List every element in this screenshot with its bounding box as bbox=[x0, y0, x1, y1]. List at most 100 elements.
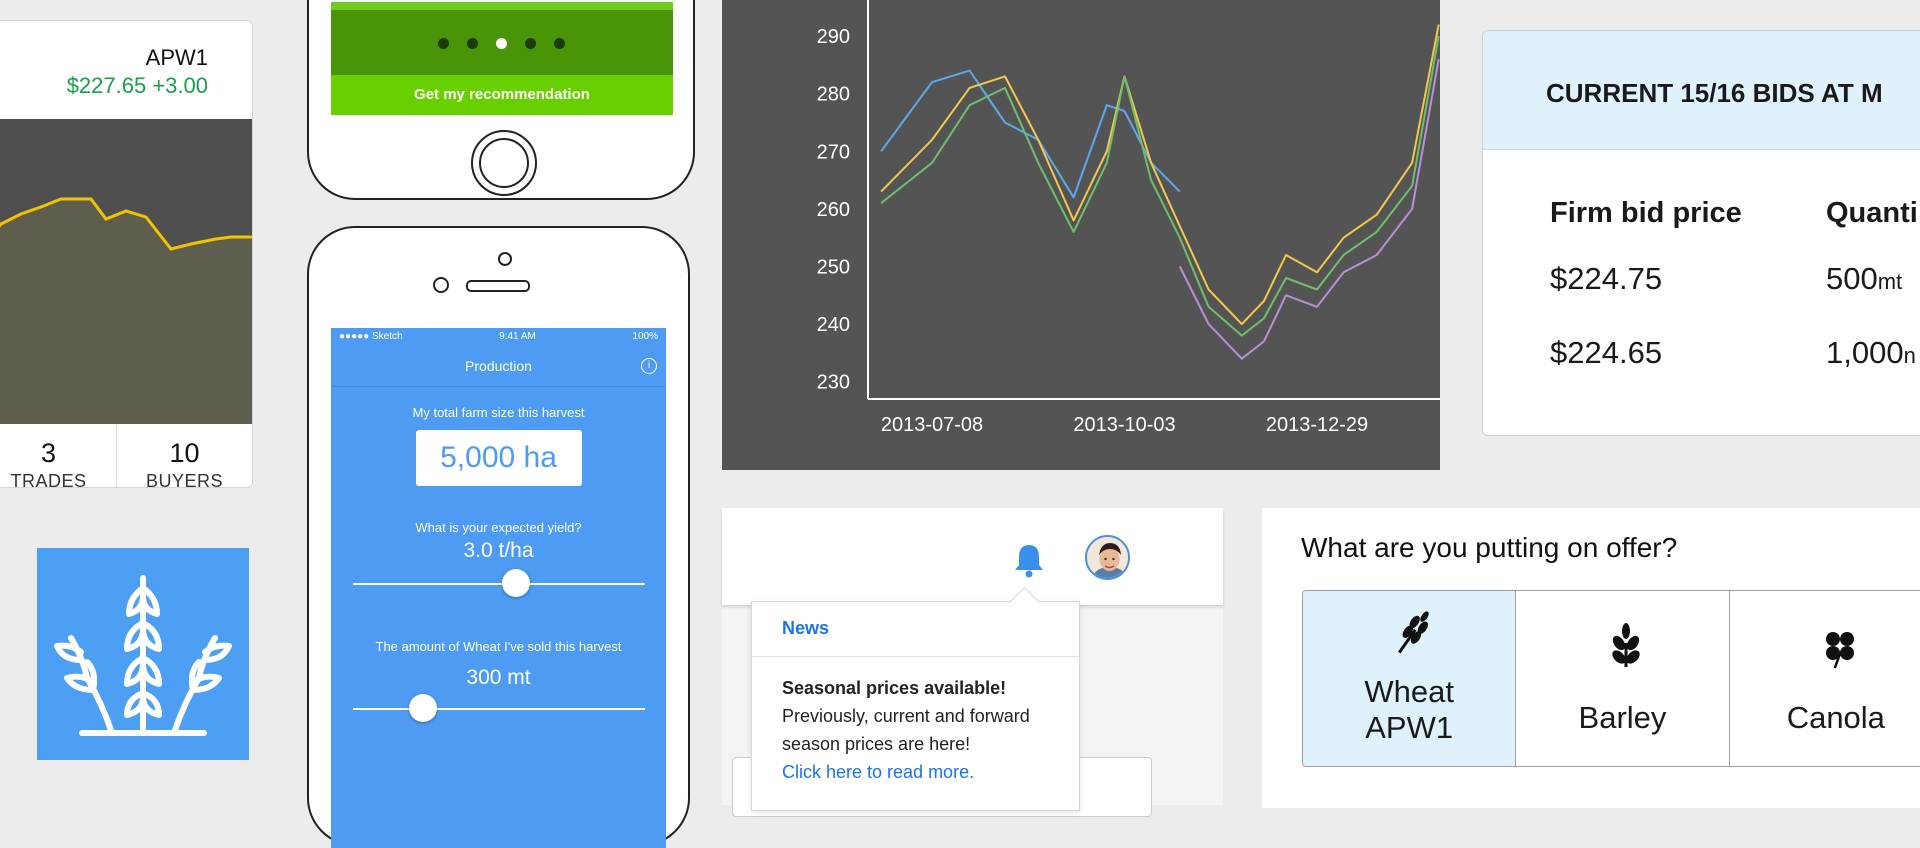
sparkline-line bbox=[0, 197, 252, 251]
home-button[interactable] bbox=[471, 130, 537, 196]
page-indicator[interactable] bbox=[309, 36, 693, 54]
nav-title: Production bbox=[465, 358, 532, 374]
proximity-sensor bbox=[433, 277, 449, 293]
wheat-app-tile[interactable] bbox=[37, 548, 249, 760]
y-tick-label: 260 bbox=[817, 199, 850, 221]
sold-slider[interactable] bbox=[352, 694, 645, 724]
series-line-3 bbox=[880, 35, 1440, 337]
farm-size-input[interactable]: 5,000 ha bbox=[415, 430, 582, 486]
y-tick-label: 270 bbox=[817, 141, 850, 163]
front-camera bbox=[498, 252, 512, 266]
commodity-symbol: APW1 bbox=[145, 45, 208, 70]
bell-glyph bbox=[1015, 545, 1043, 578]
info-icon[interactable]: i bbox=[641, 358, 657, 374]
wheat-icon bbox=[54, 575, 232, 736]
nav-bar: Production i bbox=[331, 346, 666, 387]
canola-flower-icon bbox=[1825, 632, 1854, 669]
y-tick-label: 290 bbox=[817, 26, 850, 48]
yield-slider[interactable] bbox=[352, 569, 645, 599]
screen-strip bbox=[331, 2, 673, 12]
news-text: Previously, current and forward season p… bbox=[782, 706, 1030, 754]
sold-slider-track[interactable] bbox=[352, 708, 645, 710]
status-time: 9:41 AM bbox=[499, 331, 536, 342]
bid-qty-1: 500mt bbox=[1826, 261, 1902, 297]
bids-header: CURRENT 15/16 BIDS AT M bbox=[1483, 31, 1920, 150]
battery-level: 100% bbox=[632, 331, 658, 342]
price-card: APW1 $227.65 +3.00 3 TRADES 10 BUYERS bbox=[0, 20, 253, 488]
sold-label: The amount of Wheat I've sold this harve… bbox=[375, 639, 622, 654]
yield-slider-knob[interactable] bbox=[502, 569, 531, 597]
y-tick-label: 240 bbox=[817, 314, 850, 336]
y-tick-label: 250 bbox=[817, 257, 850, 279]
buyers-stat: 10 BUYERS bbox=[117, 424, 252, 488]
option-wheat-apw1[interactable]: Wheat APW1 bbox=[1303, 591, 1517, 766]
buyers-label: BUYERS bbox=[145, 471, 224, 488]
quantity-header: Quanti bbox=[1826, 197, 1918, 229]
top-app-bar bbox=[722, 508, 1223, 605]
popover-divider bbox=[752, 656, 1079, 657]
production-screen: ●●●●● Sketch 9:41 AM 100% Production i M… bbox=[331, 328, 666, 848]
buyers-count: 10 bbox=[169, 438, 200, 468]
current-bids-card: CURRENT 15/16 BIDS AT M Firm bid price Q… bbox=[1482, 30, 1920, 436]
page-dot-1[interactable] bbox=[437, 38, 449, 49]
popover-body: Seasonal prices available! Previously, c… bbox=[782, 674, 1072, 786]
bid-qty-1-unit: mt bbox=[1877, 269, 1903, 294]
popover-title[interactable]: News bbox=[782, 618, 830, 638]
option-canola[interactable]: Canola bbox=[1730, 591, 1920, 766]
status-bar: ●●●●● Sketch 9:41 AM 100% bbox=[331, 328, 666, 346]
bids-title: CURRENT 15/16 BIDS AT M bbox=[1546, 78, 1883, 108]
page-dot-3[interactable] bbox=[495, 38, 507, 49]
bid-price-1: $224.75 bbox=[1550, 261, 1663, 296]
commodity-options: Wheat APW1 Barley bbox=[1302, 590, 1920, 767]
bid-qty-1-value: 500 bbox=[1826, 261, 1878, 296]
x-tick-label: 2013-10-03 bbox=[1073, 414, 1175, 436]
trades-stat: 3 TRADES bbox=[0, 424, 117, 488]
barley-icon bbox=[1612, 623, 1640, 667]
farm-size-label: My total farm size this harvest bbox=[412, 405, 585, 420]
line-chart: 230 240 250 260 270 280 290 2013-07-08 2013-10-0… bbox=[817, 0, 1440, 436]
wheat-sprig-icon bbox=[1398, 611, 1429, 654]
news-popover: News Seasonal prices available! Previous… bbox=[751, 586, 1080, 811]
series-line-2 bbox=[880, 24, 1440, 326]
page-dot-4[interactable] bbox=[524, 38, 536, 49]
price-history-chart: 230 240 250 260 270 280 290 2013-07-08 2013-10-0… bbox=[722, 0, 1440, 470]
option-wheat-label-2: APW1 bbox=[1365, 710, 1454, 745]
sold-slider-knob[interactable] bbox=[408, 694, 437, 722]
news-heading: Seasonal prices available! bbox=[782, 678, 1007, 698]
bid-qty-2: 1,000n bbox=[1826, 335, 1916, 371]
page-dot-2[interactable] bbox=[466, 38, 478, 49]
series-line-4 bbox=[1178, 58, 1440, 360]
option-wheat-label-1: Wheat bbox=[1364, 674, 1454, 709]
earpiece-speaker bbox=[466, 280, 530, 292]
y-tick-label: 280 bbox=[817, 84, 850, 106]
commodity-price: $227.65 +3.00 bbox=[66, 73, 208, 98]
yield-value: 3.0 t/ha bbox=[463, 539, 534, 562]
trades-label: TRADES bbox=[10, 471, 87, 488]
bid-price-2: $224.65 bbox=[1550, 335, 1663, 370]
x-tick-label: 2013-07-08 bbox=[881, 414, 983, 436]
get-recommendation-button[interactable]: Get my recommendation bbox=[331, 75, 673, 115]
price-card-header: APW1 $227.65 +3.00 bbox=[0, 21, 252, 119]
bid-qty-2-value: 1,000 bbox=[1826, 335, 1904, 370]
phone-mockup-bottom: ●●●●● Sketch 9:41 AM 100% Production i M… bbox=[307, 226, 690, 848]
offer-question: What are you putting on offer? bbox=[1301, 532, 1678, 563]
yield-slider-track[interactable] bbox=[352, 583, 645, 585]
trades-count: 3 bbox=[40, 438, 57, 468]
option-barley[interactable]: Barley bbox=[1516, 591, 1730, 766]
phone-mockup-top: Get my recommendation bbox=[307, 0, 695, 200]
page-dot-5[interactable] bbox=[553, 38, 565, 49]
read-more-link[interactable]: Click here to read more. bbox=[782, 762, 975, 782]
series-line-1 bbox=[880, 69, 1181, 199]
price-card-stats: 3 TRADES 10 BUYERS bbox=[0, 424, 252, 488]
x-tick-label: 2013-12-29 bbox=[1266, 414, 1368, 436]
avatar-face bbox=[1087, 537, 1128, 578]
yield-label: What is your expected yield? bbox=[415, 520, 582, 535]
firm-bid-price-header: Firm bid price bbox=[1550, 197, 1742, 229]
option-canola-label: Canola bbox=[1786, 700, 1885, 735]
bid-qty-2-unit: n bbox=[1903, 343, 1916, 368]
sparkline-area bbox=[0, 199, 252, 424]
sold-value: 300 mt bbox=[466, 666, 531, 689]
option-barley-label: Barley bbox=[1578, 700, 1667, 735]
bell-icon[interactable] bbox=[1014, 542, 1044, 578]
user-avatar[interactable] bbox=[1085, 535, 1130, 580]
